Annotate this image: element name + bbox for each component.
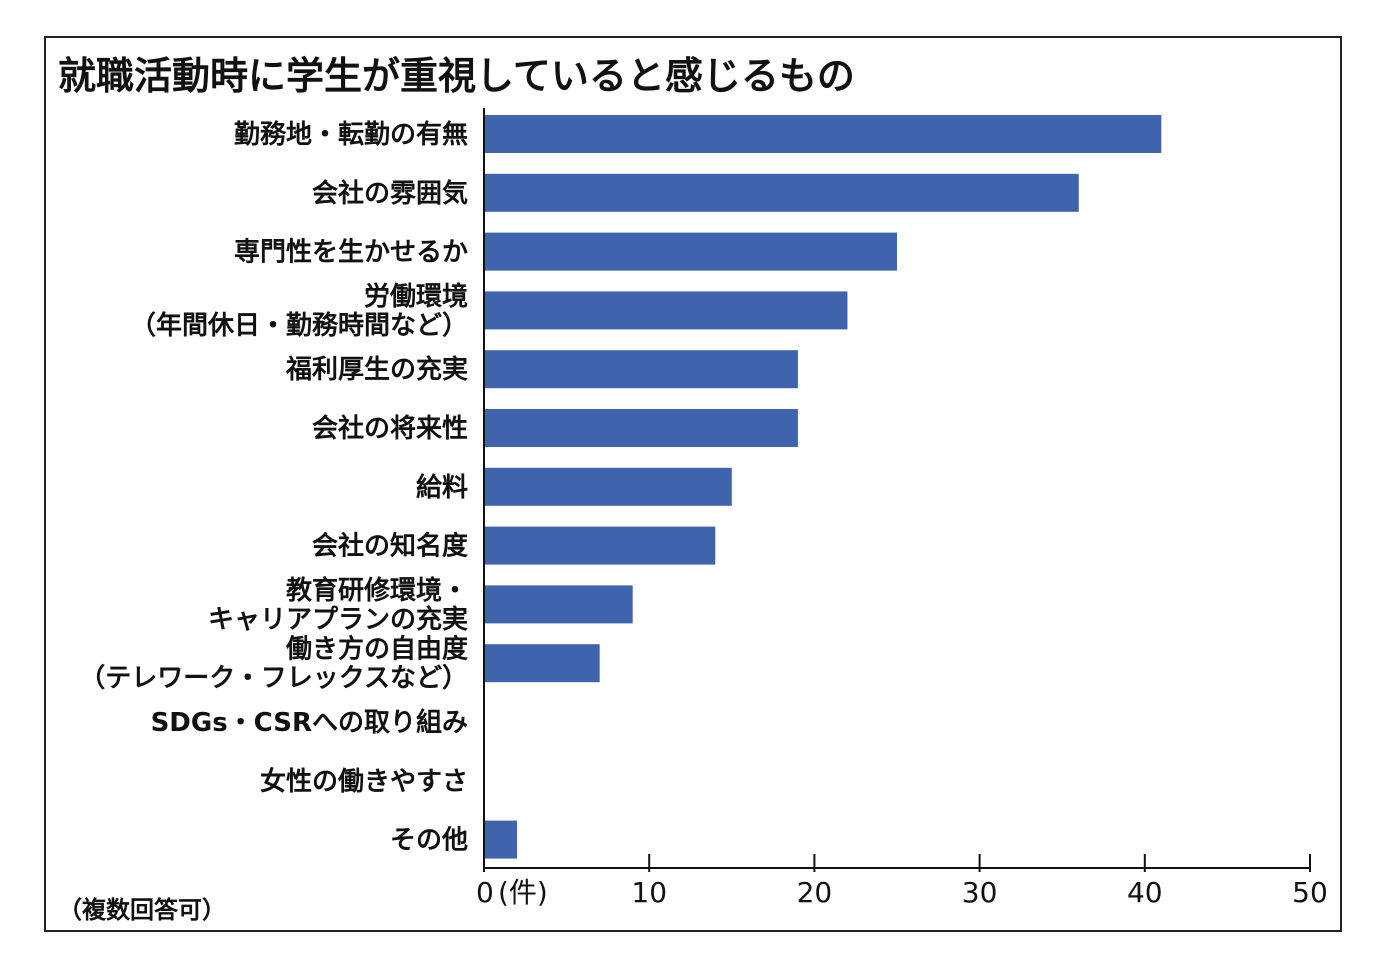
- bar-7: [484, 526, 716, 565]
- bar-3: [484, 291, 848, 330]
- bar-4: [484, 350, 798, 389]
- chart-frame: [44, 36, 1342, 932]
- category-label-5-0: 会社の将来性: [312, 413, 468, 444]
- category-labels: 勤務地・転勤の有無会社の雰囲気専門性を生かせるか労働環境（年間休日・勤務時間など…: [79, 120, 468, 856]
- bar-12: [484, 820, 518, 859]
- multiple-answers-note: （複数回答可）: [58, 896, 226, 924]
- category-label-9-0: 働き方の自由度: [285, 634, 468, 665]
- category-label-3-1: （年間休日・勤務時間など）: [130, 310, 468, 341]
- x-unit-label: (件): [498, 876, 548, 909]
- bars-group: [484, 115, 1162, 859]
- bar-5: [484, 409, 798, 447]
- category-label-3-0: 労働環境: [364, 281, 468, 312]
- x-tick-label-5: 50: [1292, 876, 1328, 909]
- x-tick-label-4: 40: [1127, 876, 1163, 909]
- bar-1: [484, 173, 1079, 212]
- category-label-6-0: 給料: [416, 472, 468, 503]
- category-label-10-0: SDGs・CSRへの取り組み: [151, 707, 468, 738]
- x-tick-label-2: 20: [797, 876, 833, 909]
- x-tick-label-0: 0: [476, 876, 494, 909]
- category-label-2-0: 専門性を生かせるか: [234, 238, 468, 268]
- category-label-7-0: 会社の知名度: [312, 531, 468, 562]
- x-axis: 0 10 20 30 40 50 (件): [476, 108, 1328, 909]
- category-label-11-0: 女性の働きやすさ: [260, 766, 468, 797]
- x-tick-label-3: 30: [962, 876, 998, 909]
- category-label-1-0: 会社の雰囲気: [312, 178, 468, 209]
- category-label-8-1: キャリアプランの充実: [208, 604, 468, 635]
- x-tick-label-1: 10: [631, 876, 667, 909]
- category-label-0-0: 勤務地・転勤の有無: [234, 120, 468, 150]
- bar-9: [484, 644, 600, 683]
- category-label-12-0: その他: [390, 826, 468, 856]
- bar-8: [484, 585, 633, 624]
- category-label-4-0: 福利厚生の充実: [285, 354, 468, 385]
- chart-title: 就職活動時に学生が重視していると感じるもの: [58, 54, 855, 98]
- category-label-9-1: （テレワーク・フレックスなど）: [79, 664, 468, 694]
- bar-0: [484, 115, 1162, 153]
- bar-6: [484, 467, 732, 506]
- category-label-8-0: 教育研修環境・: [286, 575, 468, 606]
- bar-2: [484, 232, 897, 271]
